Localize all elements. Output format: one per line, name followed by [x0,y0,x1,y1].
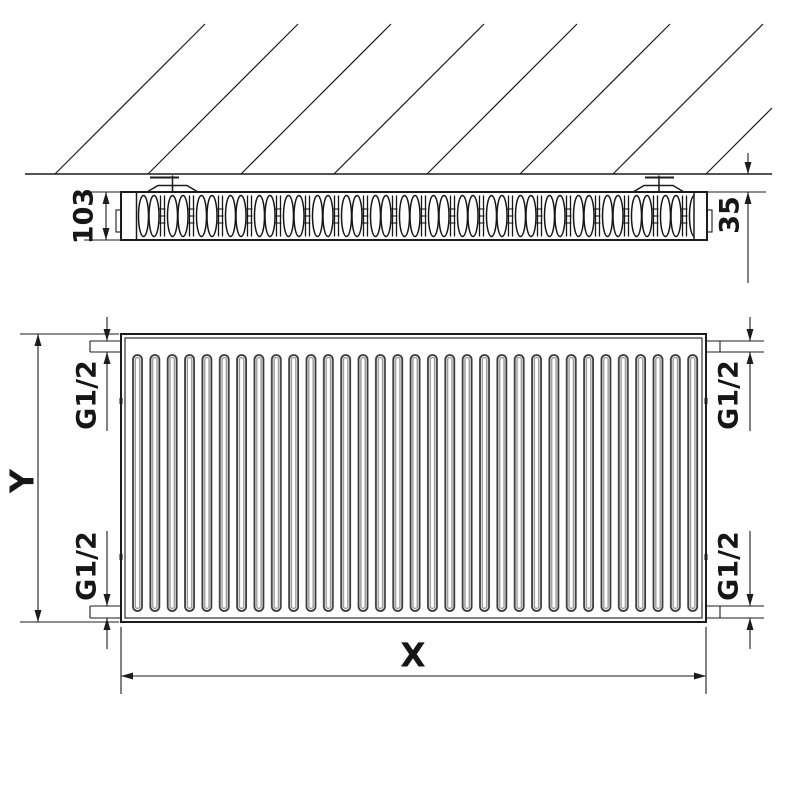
conn-label-bottom-right: G1/2 [714,531,745,601]
conn-label-top-right: G1/2 [714,360,745,430]
stub-top-right [706,340,764,353]
radiator-top-view-body [115,191,713,241]
front-grooves [129,354,700,612]
edge-tick-left-lower [119,554,123,560]
arrowhead [103,352,111,364]
arrowhead [103,618,111,630]
arrowhead [746,594,754,606]
arrowhead [103,594,111,606]
edge-tick-right-upper [704,398,708,404]
conn-label-top-left: G1/2 [72,360,103,430]
arrowhead [744,162,752,174]
dim-conn-bottom-right: G1/2 [714,531,754,649]
mounting-bracket-right [632,175,685,193]
arrowhead [744,192,752,204]
dim-wall-gap: 35 [707,153,766,283]
conn-label-bottom-left: G1/2 [72,531,103,601]
side-notch-right [706,209,713,233]
arrowhead [121,672,133,680]
side-notch-left [115,209,122,233]
arrowhead [746,618,754,630]
stub-top-left [89,340,121,353]
arrowhead [34,334,42,346]
arrowhead [34,610,42,622]
wall-gap-dim-label: 35 [715,196,746,234]
arrowhead [102,228,110,240]
stub-bottom-left [89,605,121,619]
front-view: Y X G1/2 G1/2 [3,317,764,694]
stub-bottom-right [706,605,764,619]
arrowhead [746,329,754,341]
arrowhead [746,352,754,364]
dim-depth: 103 [69,188,120,244]
dim-conn-bottom-left: G1/2 [72,531,111,649]
dim-conn-top-left: G1/2 [72,317,111,431]
dim-height: Y [3,333,119,623]
wall-hatch [54,23,773,175]
convector-fins-pattern [137,194,694,238]
arrowhead [102,192,110,204]
depth-dim-label: 103 [69,188,100,244]
top-view: 103 35 [25,23,773,283]
width-dim-label: X [400,636,425,675]
edge-tick-right-lower [704,554,708,560]
height-dim-label: Y [3,468,42,494]
dim-width: X [120,627,707,694]
edge-tick-left-upper [119,398,123,404]
arrowhead [694,672,706,680]
arrowhead [103,329,111,341]
radiator-front-view-body [119,333,708,623]
dim-conn-top-right: G1/2 [714,317,754,431]
mounting-bracket-left [146,175,199,193]
